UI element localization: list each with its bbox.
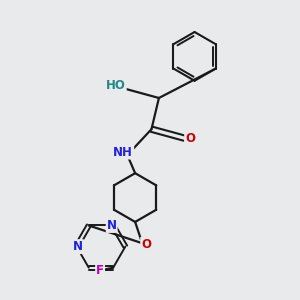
Text: O: O (185, 132, 195, 145)
Text: N: N (73, 240, 83, 253)
Text: N: N (107, 219, 117, 232)
Text: F: F (96, 264, 104, 277)
Text: HO: HO (106, 79, 126, 92)
Text: O: O (141, 238, 151, 251)
Text: NH: NH (113, 146, 133, 159)
